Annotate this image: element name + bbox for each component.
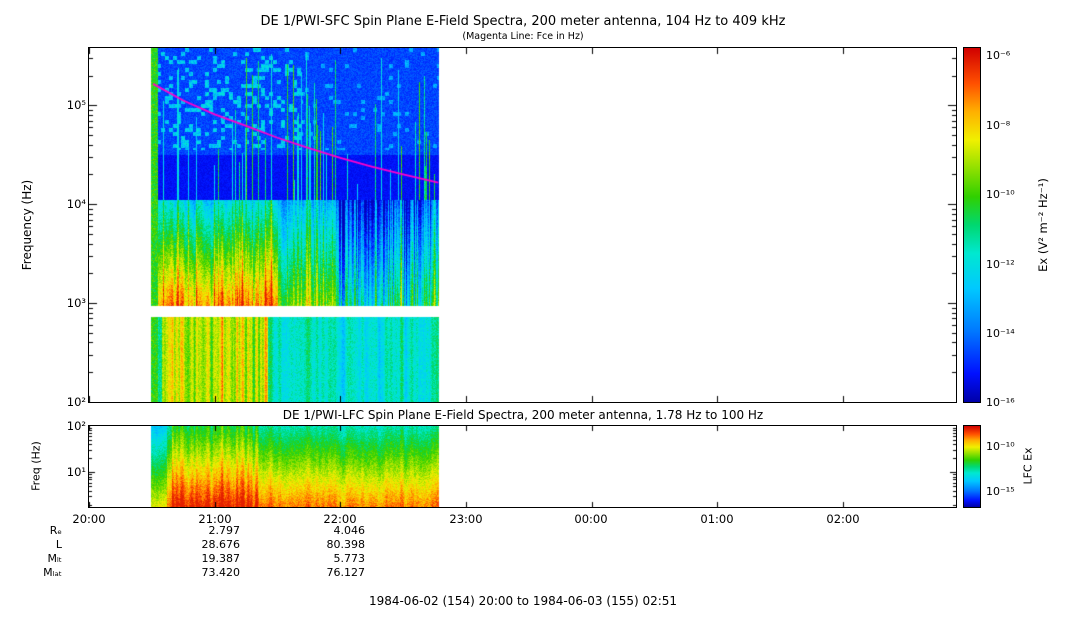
time-range-caption: 1984-06-02 (154) 20:00 to 1984-06-03 (15… [368, 594, 678, 608]
ephemeris-mlat-value-2: 76.127 [326, 566, 366, 579]
main-y-tick-1e5: 10⁵ [66, 98, 86, 112]
lfc-spectrogram-canvas [89, 426, 956, 507]
ephemeris-label-mlt: Mₗₜ [47, 552, 62, 565]
ephemeris-l-value-1: 28.676 [201, 538, 241, 551]
x-tick-0000: 00:00 [574, 512, 608, 526]
main-colorbar-tick-1e-8: 10⁻⁸ [986, 119, 1011, 132]
main-spectrogram-canvas [89, 48, 956, 402]
x-tick-0100: 01:00 [700, 512, 734, 526]
main-spectrogram-panel [88, 47, 957, 403]
main-colorbar-label: Ex (V² m⁻² Hz⁻¹) [1036, 178, 1050, 272]
main-colorbar-tick-1e-16: 10⁻¹⁶ [986, 396, 1015, 409]
main-title: DE 1/PWI-SFC Spin Plane E-Field Spectra,… [260, 14, 786, 29]
x-tick-2100: 21:00 [198, 512, 232, 526]
ephemeris-label-re: Rₑ [49, 524, 62, 537]
main-y-tick-1e3: 10³ [66, 296, 86, 310]
ephemeris-mlat-value-1: 73.420 [201, 566, 241, 579]
lfc-colorbar [963, 425, 981, 508]
lfc-spectrogram-panel [88, 425, 957, 508]
main-colorbar-tick-1e-10: 10⁻¹⁰ [986, 188, 1015, 201]
lfc-colorbar-tick-1e-15: 10⁻¹⁵ [986, 485, 1015, 498]
x-tick-0200: 02:00 [826, 512, 860, 526]
main-y-axis-label: Frequency (Hz) [20, 179, 34, 271]
lfc-y-tick-1e1: 10¹ [66, 465, 86, 479]
main-y-tick-1e4: 10⁴ [66, 197, 86, 211]
main-colorbar-tick-1e-14: 10⁻¹⁴ [986, 327, 1015, 340]
ephemeris-label-mlat: Mₗₐₜ [43, 566, 62, 579]
lfc-colorbar-tick-1e-10: 10⁻¹⁰ [986, 440, 1015, 453]
lfc-y-tick-1e2: 10² [66, 419, 86, 433]
ephemeris-mlt-value-2: 5.773 [333, 552, 366, 565]
ephemeris-l-value-2: 80.398 [326, 538, 366, 551]
x-tick-2000: 20:00 [72, 512, 106, 526]
main-colorbar-tick-1e-6: 10⁻⁶ [986, 49, 1011, 62]
ephemeris-re-value-1: 2.797 [208, 524, 241, 537]
ephemeris-re-value-2: 4.046 [333, 524, 366, 537]
main-colorbar [963, 47, 981, 403]
x-tick-2300: 23:00 [449, 512, 483, 526]
main-y-tick-1e2: 10² [66, 395, 86, 409]
lfc-colorbar-label: LFC Ex [1021, 447, 1035, 485]
ephemeris-mlt-value-1: 19.387 [201, 552, 241, 565]
main-subtitle: (Magenta Line: Fce in Hz) [462, 31, 584, 42]
ephemeris-label-l: L [55, 538, 62, 551]
lfc-title: DE 1/PWI-LFC Spin Plane E-Field Spectra,… [282, 408, 764, 422]
x-tick-2200: 22:00 [323, 512, 357, 526]
main-colorbar-tick-1e-12: 10⁻¹² [986, 258, 1015, 271]
